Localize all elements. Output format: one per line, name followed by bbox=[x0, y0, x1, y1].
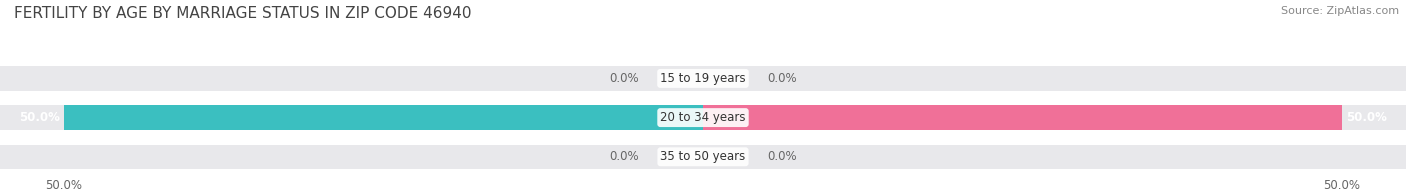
Text: 0.0%: 0.0% bbox=[766, 72, 797, 85]
Text: 50.0%: 50.0% bbox=[20, 111, 60, 124]
Text: 50.0%: 50.0% bbox=[1346, 111, 1386, 124]
Text: 0.0%: 0.0% bbox=[609, 150, 640, 163]
Bar bbox=[703, 105, 1343, 130]
Text: 20 to 34 years: 20 to 34 years bbox=[661, 111, 745, 124]
Text: 0.0%: 0.0% bbox=[766, 150, 797, 163]
Text: 15 to 19 years: 15 to 19 years bbox=[661, 72, 745, 85]
Bar bbox=[0, 145, 1406, 169]
Text: Source: ZipAtlas.com: Source: ZipAtlas.com bbox=[1281, 6, 1399, 16]
Bar bbox=[0, 105, 1406, 130]
Bar bbox=[63, 105, 703, 130]
Text: FERTILITY BY AGE BY MARRIAGE STATUS IN ZIP CODE 46940: FERTILITY BY AGE BY MARRIAGE STATUS IN Z… bbox=[14, 6, 471, 21]
Text: 35 to 50 years: 35 to 50 years bbox=[661, 150, 745, 163]
Bar bbox=[0, 66, 1406, 91]
Text: 0.0%: 0.0% bbox=[609, 72, 640, 85]
